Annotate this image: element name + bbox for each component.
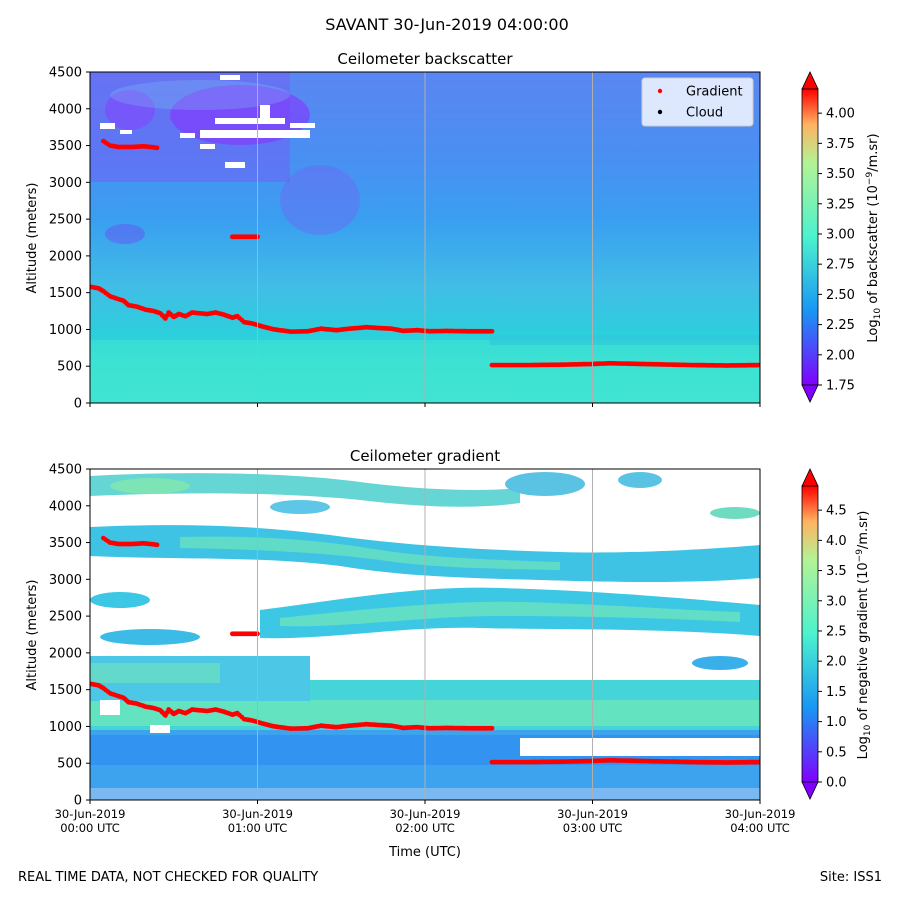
y-tick-label: 4500 bbox=[49, 66, 82, 81]
y-tick-label: 3000 bbox=[49, 573, 82, 588]
y-tick-label: 3500 bbox=[49, 536, 82, 551]
y-tick-label: 4000 bbox=[49, 102, 82, 117]
figure-suptitle: SAVANT 30-Jun-2019 04:00:00 bbox=[325, 15, 569, 34]
backscatter-ylabel: Altitude (meters) bbox=[25, 183, 40, 294]
gradient-colorbar-ticks: 0.0 0.5 1.0 1.5 2.0 2.5 3.0 3.5 4.0 4.5 bbox=[818, 504, 847, 791]
colorbar-tick-label: 2.5 bbox=[826, 624, 847, 639]
backscatter-colorbar: 1.75 2.00 2.25 2.50 2.75 3.00 3.25 3.50 3.75 4.00… bbox=[801, 71, 883, 403]
y-tick-label: 0 bbox=[74, 397, 82, 412]
backscatter-gradient-points bbox=[90, 138, 760, 368]
gradient-y-ticks: 0 500 1000 1500 2000 2500 3000 3500 4000 4500 bbox=[49, 463, 90, 809]
y-tick-label: 1500 bbox=[49, 286, 82, 301]
colorbar-tick-label: 2.75 bbox=[826, 258, 855, 273]
y-tick-label: 2000 bbox=[49, 646, 82, 661]
colorbar-tick-label: 3.5 bbox=[826, 564, 847, 579]
gradient-xlabel: Time (UTC) bbox=[388, 845, 461, 860]
y-tick-label: 3000 bbox=[49, 176, 82, 191]
backscatter-title: Ceilometer backscatter bbox=[337, 50, 513, 68]
y-tick-label: 1500 bbox=[49, 683, 82, 698]
colorbar-tick-label: 1.0 bbox=[826, 715, 847, 730]
x-tick-label: 30-Jun-2019 bbox=[55, 807, 126, 821]
gradient-panel: Ceilometer gradient bbox=[25, 447, 873, 860]
colorbar-tick-label: 3.25 bbox=[826, 197, 855, 212]
backscatter-panel: Ceilometer backscatter 0 500 1000 1500 2000 2… bbox=[25, 50, 883, 412]
colorbar-tick-label: 4.00 bbox=[826, 107, 855, 122]
colorbar-tick-label: 2.25 bbox=[826, 318, 855, 333]
gradient-ylabel: Altitude (meters) bbox=[25, 580, 40, 691]
legend-gradient-label: Gradient bbox=[686, 85, 743, 100]
x-tick-label: 01:00 UTC bbox=[228, 821, 288, 835]
footer-site: Site: ISS1 bbox=[819, 870, 882, 885]
gradient-point bbox=[757, 759, 760, 765]
x-tick-label: 02:00 UTC bbox=[395, 821, 455, 835]
gradient-colorbar-label: Log10 of negative gradient (10−9/m.sr) bbox=[855, 511, 873, 760]
colorbar-tick-label: 3.50 bbox=[826, 167, 855, 182]
footer-disclaimer: REAL TIME DATA, NOT CHECKED FOR QUALITY bbox=[18, 870, 319, 885]
gradient-title: Ceilometer gradient bbox=[350, 447, 500, 465]
legend-gradient-marker bbox=[657, 88, 663, 94]
colorbar-tick-label: 0.0 bbox=[826, 776, 847, 791]
y-tick-label: 0 bbox=[74, 794, 82, 809]
backscatter-x-ticks bbox=[89, 403, 761, 407]
gradient-colorbar: 0.0 0.5 1.0 1.5 2.0 2.5 3.0 3.5 4.0 4.5 Log10 of … bbox=[801, 468, 873, 800]
colorbar-tick-label: 4.5 bbox=[826, 504, 847, 519]
backscatter-colorbar-label: Log10 of backscatter (10−9/m.sr) bbox=[865, 133, 883, 342]
backscatter-grid bbox=[257, 72, 593, 403]
y-tick-label: 2500 bbox=[49, 213, 82, 228]
colorbar-tick-label: 3.00 bbox=[826, 227, 855, 242]
colorbar-tick-label: 2.0 bbox=[826, 655, 847, 670]
x-tick-label: 00:00 UTC bbox=[60, 821, 120, 835]
y-tick-label: 3500 bbox=[49, 139, 82, 154]
x-tick-label: 03:00 UTC bbox=[563, 821, 623, 835]
x-tick-label: 30-Jun-2019 bbox=[222, 807, 293, 821]
y-tick-label: 2500 bbox=[49, 610, 82, 625]
backscatter-colorbar-ticks: 1.75 2.00 2.25 2.50 2.75 3.00 3.25 3.50 3.75 4.00 bbox=[818, 107, 855, 394]
colorbar-tick-label: 0.5 bbox=[826, 745, 847, 760]
legend-cloud-label: Cloud bbox=[686, 106, 723, 121]
colorbar-tick-label: 4.0 bbox=[826, 534, 847, 549]
colorbar-tick-label: 2.00 bbox=[826, 348, 855, 363]
gradient-grid bbox=[257, 469, 593, 800]
y-tick-label: 500 bbox=[57, 360, 82, 375]
gradient-point bbox=[154, 542, 160, 548]
legend-cloud-marker bbox=[657, 109, 663, 115]
y-tick-label: 4000 bbox=[49, 499, 82, 514]
colorbar-tick-label: 3.75 bbox=[826, 137, 855, 152]
colorbar-tick-label: 2.50 bbox=[826, 288, 855, 303]
y-tick-label: 500 bbox=[57, 757, 82, 772]
chart-legend: Gradient Cloud bbox=[641, 77, 754, 127]
y-tick-label: 1000 bbox=[49, 323, 82, 338]
colorbar-tick-label: 1.75 bbox=[826, 379, 855, 394]
gradient-heatmap bbox=[90, 469, 760, 800]
backscatter-heatmap bbox=[90, 72, 760, 403]
x-tick-label: 30-Jun-2019 bbox=[557, 807, 628, 821]
y-tick-label: 4500 bbox=[49, 463, 82, 478]
y-tick-label: 1000 bbox=[49, 720, 82, 735]
x-tick-label: 30-Jun-2019 bbox=[390, 807, 461, 821]
backscatter-y-ticks: 0 500 1000 1500 2000 2500 3000 3500 4000 4500 bbox=[49, 66, 90, 412]
gradient-point bbox=[489, 725, 495, 731]
x-tick-label: 30-Jun-2019 bbox=[725, 807, 796, 821]
gradient-gradient-points bbox=[90, 535, 760, 765]
gradient-point bbox=[757, 362, 760, 368]
colorbar-tick-label: 1.5 bbox=[826, 685, 847, 700]
gradient-point bbox=[489, 328, 495, 334]
y-tick-label: 2000 bbox=[49, 249, 82, 264]
x-tick-label: 04:00 UTC bbox=[730, 821, 790, 835]
colorbar-tick-label: 3.0 bbox=[826, 594, 847, 609]
gradient-point bbox=[154, 145, 160, 151]
